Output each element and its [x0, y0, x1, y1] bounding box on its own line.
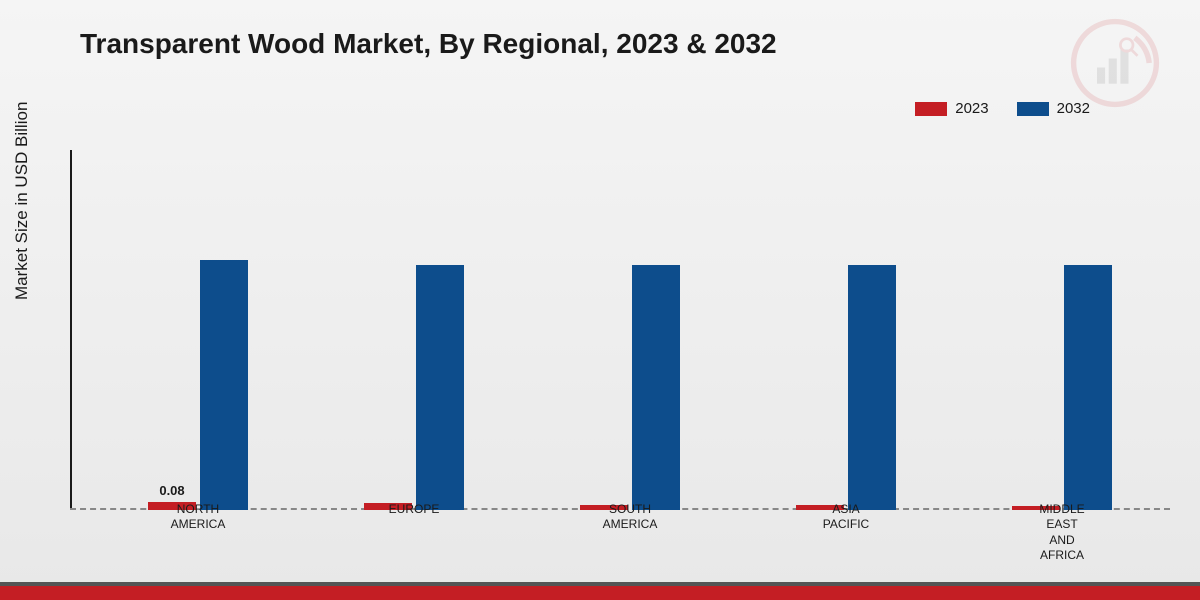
bar-group — [364, 150, 464, 510]
x-axis-label: NORTH AMERICA — [138, 502, 258, 564]
bars-container: 0.08 — [90, 150, 1170, 510]
x-axis-label: MIDDLE EAST AND AFRICA — [1002, 502, 1122, 564]
watermark-logo — [1070, 18, 1160, 108]
x-axis-label: EUROPE — [354, 502, 474, 564]
chart-area: 0.08 — [70, 150, 1170, 510]
bar-group — [796, 150, 896, 510]
legend-item-2032: 2032 — [1017, 100, 1090, 117]
legend: 2023 2032 — [915, 100, 1090, 117]
footer-bar — [0, 586, 1200, 600]
bar-group: 0.08 — [148, 150, 248, 510]
x-axis-labels: NORTH AMERICA EUROPE SOUTH AMERICA ASIA PAC… — [90, 502, 1170, 564]
chart-title: Transparent Wood Market, By Regional, 20… — [80, 28, 777, 60]
legend-swatch-2023 — [915, 102, 947, 116]
y-axis-label: Market Size in USD Billion — [12, 102, 32, 300]
y-axis-line — [70, 150, 72, 510]
bar-group — [580, 150, 680, 510]
x-axis-label: SOUTH AMERICA — [570, 502, 690, 564]
x-axis-label: ASIA PACIFIC — [786, 502, 906, 564]
bar-value-label: 0.08 — [159, 483, 184, 498]
legend-item-2023: 2023 — [915, 100, 988, 117]
bar-2032 — [1064, 265, 1112, 510]
legend-swatch-2032 — [1017, 102, 1049, 116]
bar-2032 — [632, 265, 680, 510]
bar-2032 — [416, 265, 464, 510]
bar-group — [1012, 150, 1112, 510]
legend-label-2032: 2032 — [1057, 100, 1090, 117]
bar-2032 — [200, 260, 248, 510]
bar-2032 — [848, 265, 896, 510]
legend-label-2023: 2023 — [955, 100, 988, 117]
